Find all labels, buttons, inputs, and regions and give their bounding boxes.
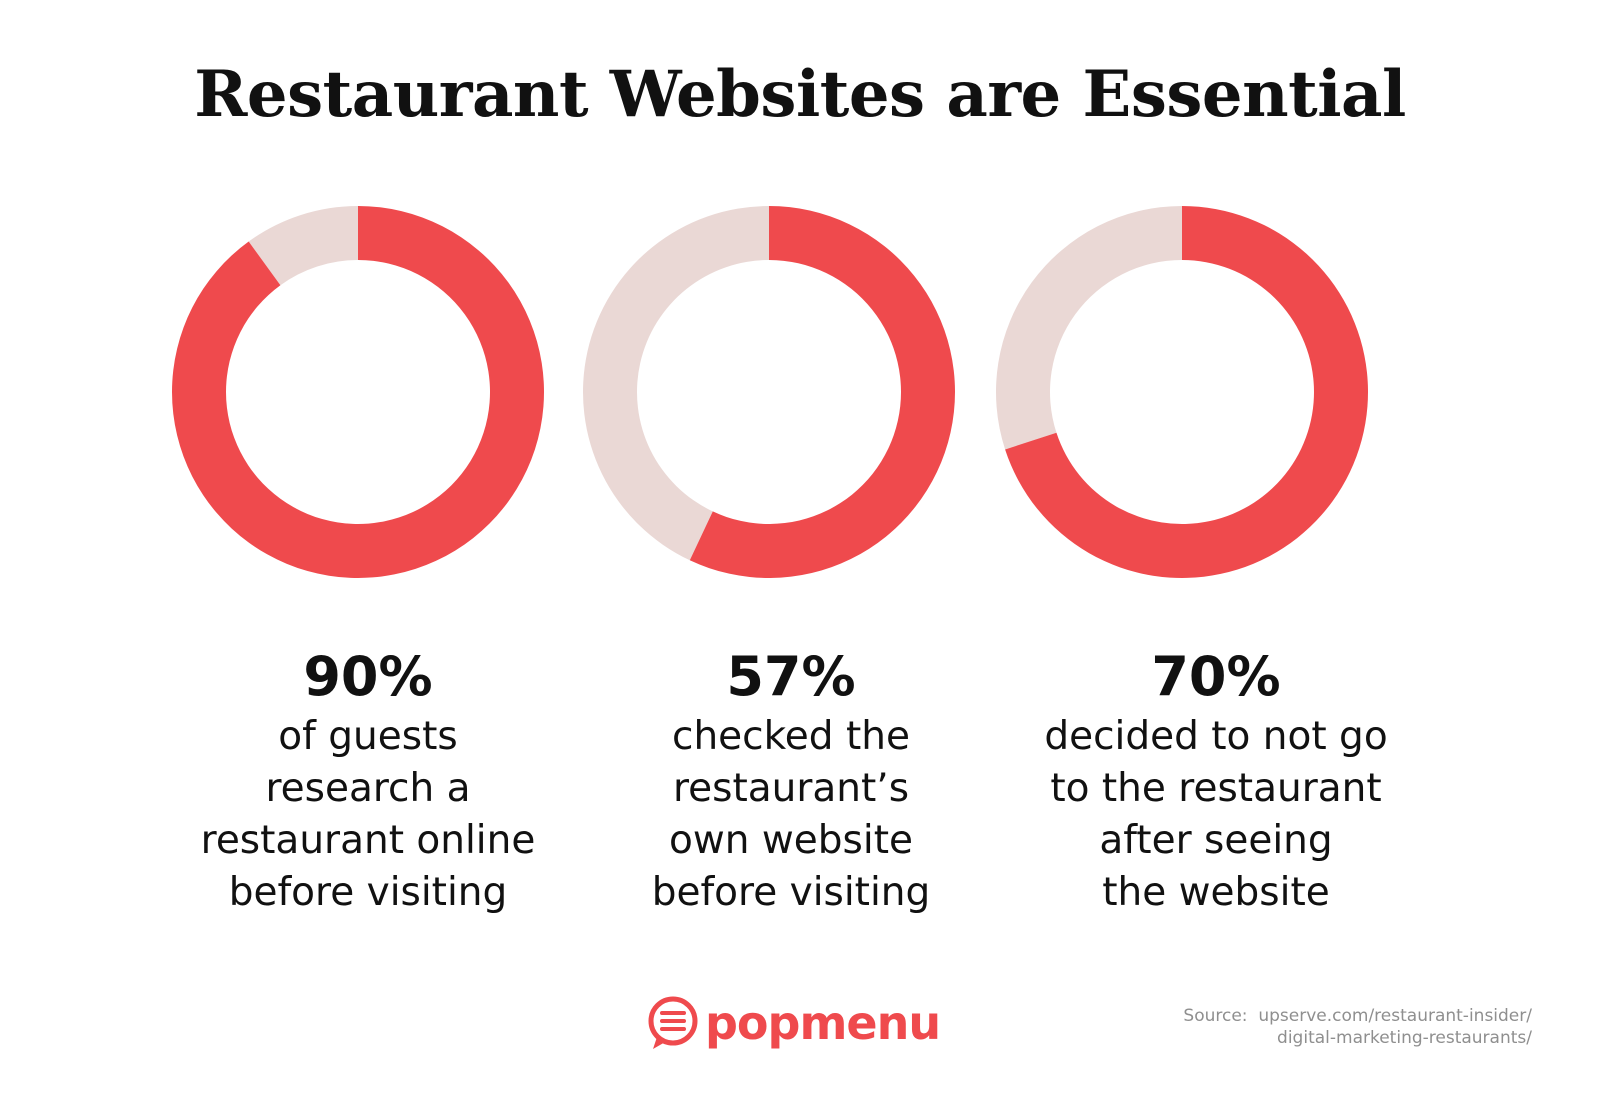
stat-2-line-1: checked the — [672, 714, 910, 759]
stat-2-line-2: restaurant’s — [672, 766, 910, 811]
stat-3-percent: 70% — [1151, 645, 1281, 708]
stat-2-description: checked the restaurant’s own website bef… — [581, 711, 1001, 919]
stat-1-line-3: restaurant online — [200, 818, 536, 863]
stat-3-line-1: decided to not go — [1044, 714, 1388, 759]
stat-1-line-1: of guests — [278, 714, 458, 759]
stat-3-line-3: after seeing — [1099, 818, 1333, 863]
source-url-2[interactable]: digital-marketing-restaurants/ — [1277, 1028, 1532, 1048]
stat-3-line-4: the website — [1102, 870, 1330, 915]
stat-3-line-2: to the restaurant — [1050, 766, 1382, 811]
stat-1-line-4: before visiting — [228, 870, 508, 915]
source-citation: Source: upserve.com/restaurant-insider/ … — [1183, 1005, 1532, 1049]
stat-2-line-3: own website — [669, 818, 913, 863]
donut-3 — [996, 206, 1368, 578]
source-label: Source: — [1183, 1006, 1248, 1026]
stat-2-line-4: before visiting — [651, 870, 931, 915]
stat-1-description: of guests research a restaurant online b… — [158, 711, 578, 919]
source-url-1[interactable]: upserve.com/restaurant-insider/ — [1258, 1006, 1532, 1026]
donut-2-slice-remainder — [582, 206, 769, 561]
donut-3-slice-value — [1005, 206, 1368, 578]
donut-charts — [172, 206, 1368, 578]
donut-1-slice-value — [172, 206, 544, 578]
page-title: Restaurant Websites are Essential — [194, 57, 1406, 132]
donut-3-slice-remainder — [996, 206, 1182, 450]
logo-wordmark: popmenu — [705, 996, 941, 1050]
stat-2: 57% checked the restaurant’s own website… — [581, 645, 1001, 919]
stat-1-percent: 90% — [303, 645, 433, 708]
chat-bubble-icon — [648, 996, 698, 1049]
stat-1: 90% of guests research a restaurant onli… — [158, 645, 578, 919]
stat-3: 70% decided to not go to the restaurant … — [1006, 645, 1426, 919]
source-line-1: Source: upserve.com/restaurant-insider/ — [1183, 1005, 1532, 1027]
donut-2-slice-value — [689, 206, 955, 578]
popmenu-logo[interactable]: popmenu — [645, 995, 945, 1055]
donut-1 — [172, 206, 544, 578]
stat-3-description: decided to not go to the restaurant afte… — [1006, 711, 1426, 919]
stat-2-percent: 57% — [726, 645, 856, 708]
stat-1-line-2: research a — [265, 766, 471, 811]
donut-2 — [582, 206, 955, 578]
donut-1-slice-remainder — [248, 206, 358, 286]
